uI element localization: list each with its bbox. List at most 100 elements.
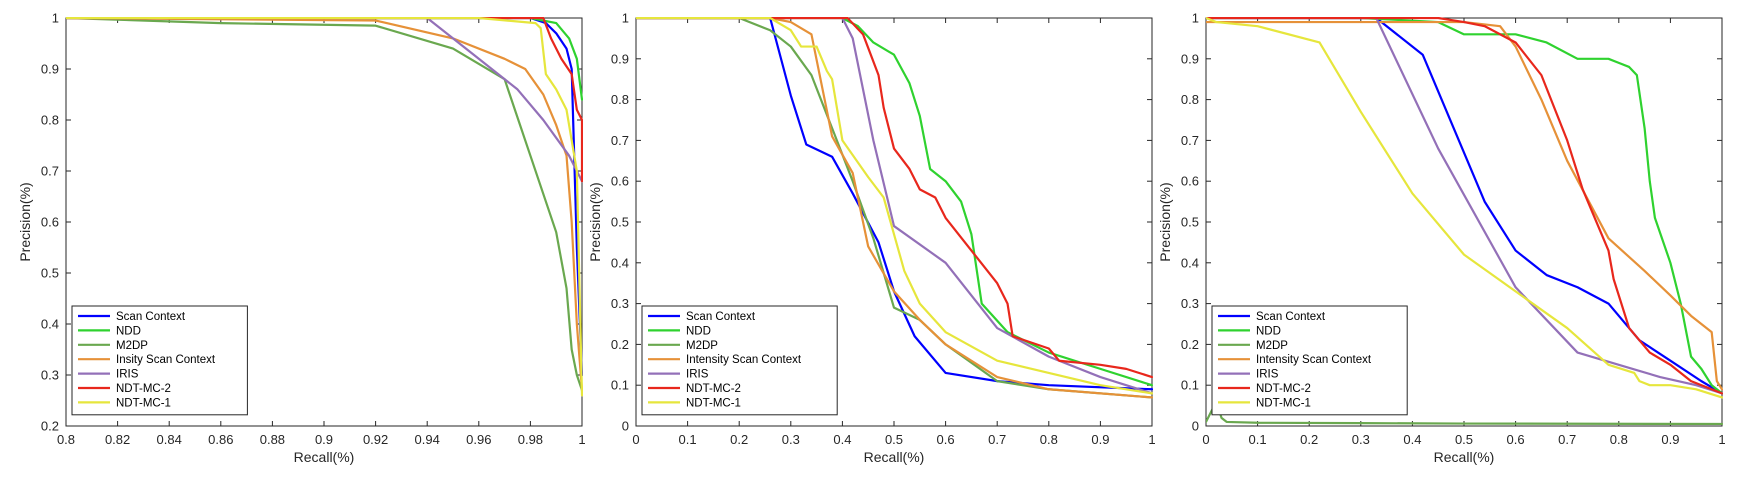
series-lines: [66, 17, 583, 397]
y-tick-label: 0.1: [611, 378, 629, 393]
y-tick-label: 0: [1192, 419, 1199, 434]
x-tick-label: 0.1: [1249, 432, 1267, 447]
y-tick-label: 0.2: [1181, 337, 1199, 352]
x-tick-label: 0.84: [157, 432, 182, 447]
x-tick-label: 0.9: [1091, 432, 1109, 447]
x-tick-label: 0.1: [679, 432, 697, 447]
y-tick-label: 0.6: [1181, 174, 1199, 189]
x-tick-label: 0.94: [415, 432, 440, 447]
legend-entry: IRIS: [686, 369, 709, 381]
series-line-ndt-mc-1: [1206, 17, 1723, 399]
legend-entry: Intensity Scan Context: [686, 354, 802, 366]
legend: Scan Context NDD M2DP Intensity Scan Contex…: [641, 305, 838, 416]
legend-entry: M2DP: [1256, 340, 1288, 352]
x-tick-label: 0.8: [1610, 432, 1628, 447]
series-line-ndd: [1206, 17, 1723, 395]
y-tick-label: 0.6: [611, 174, 629, 189]
series-line-ndt-mc-2: [1206, 17, 1723, 395]
x-tick-label: 0.8: [1040, 432, 1058, 447]
y-tick-label: 0: [622, 419, 629, 434]
x-tick-label: 1: [578, 432, 585, 447]
x-tick-label: 0.3: [782, 432, 800, 447]
x-tick-label: 0.82: [105, 432, 130, 447]
legend-entry: NDT-MC-2: [1256, 383, 1311, 395]
x-tick-label: 0.7: [1558, 432, 1576, 447]
y-axis-label: Precision(%): [1157, 182, 1173, 261]
x-tick-label: 0.98: [518, 432, 543, 447]
y-tick-label: 0.8: [41, 113, 59, 128]
series-line-scan-context: [1206, 17, 1723, 395]
x-tick-label: 0: [1202, 432, 1209, 447]
series-line-ndt-mc-1: [66, 17, 583, 397]
x-tick-label: 1: [1718, 432, 1725, 447]
legend-entry: Insity Scan Context: [116, 354, 216, 366]
x-tick-label: 0: [632, 432, 639, 447]
x-tick-label: 0.8: [57, 432, 75, 447]
legend-entry: NDD: [116, 325, 141, 337]
x-tick-label: 0.3: [1352, 432, 1370, 447]
y-tick-label: 0.9: [41, 62, 59, 77]
x-tick-label: 0.86: [208, 432, 233, 447]
y-tick-label: 1: [52, 11, 59, 26]
legend-entry: NDT-MC-2: [686, 383, 741, 395]
legend: Scan Context NDD M2DP Intensity Scan Contex…: [1211, 305, 1408, 416]
x-tick-label: 0.6: [937, 432, 955, 447]
y-tick-label: 0.5: [41, 266, 59, 281]
x-tick-label: 0.88: [260, 432, 285, 447]
legend-box: [641, 305, 838, 416]
y-tick-label: 0.5: [611, 215, 629, 230]
plot-3: 0 0.1 0.2 0.3 0.4 0.5 0.6 0.7 0.8 0.9 1 0 0.1 0.2 0.3 0…: [1157, 11, 1726, 466]
x-tick-label: 0.2: [730, 432, 748, 447]
legend-entry: M2DP: [686, 340, 718, 352]
legend-entry: Scan Context: [686, 311, 756, 323]
y-tick-label: 0.7: [611, 133, 629, 148]
legend-entry: NDT-MC-1: [1256, 397, 1311, 409]
legend-entry: NDT-MC-2: [116, 383, 171, 395]
y-tick-label: 0.9: [611, 51, 629, 66]
legend-entry: Scan Context: [116, 311, 186, 323]
series-line-ndt-mc-2: [66, 17, 583, 183]
y-tick-label: 0.7: [41, 164, 59, 179]
y-tick-label: 0.6: [41, 215, 59, 230]
y-tick-label: 0.2: [611, 337, 629, 352]
y-tick-label: 0.8: [611, 92, 629, 107]
legend-entry: IRIS: [116, 369, 139, 381]
legend-entry: NDD: [1256, 325, 1281, 337]
plot-1: 0.8 0.82 0.84 0.86 0.88 0.9 0.92 0.94 0.96 0.98 1 0…: [17, 11, 586, 466]
x-axis-label: Recall(%): [864, 449, 925, 465]
series-line-iris: [66, 17, 583, 183]
x-tick-label: 0.2: [1300, 432, 1318, 447]
y-tick-label: 0.3: [611, 296, 629, 311]
x-tick-label: 1: [1148, 432, 1155, 447]
legend-entry: NDT-MC-1: [116, 397, 171, 409]
y-tick-label: 0.1: [1181, 378, 1199, 393]
y-tick-label: 0.2: [41, 419, 59, 434]
x-tick-label: 0.96: [466, 432, 491, 447]
x-tick-label: 0.9: [1661, 432, 1679, 447]
y-tick-label: 0.3: [41, 368, 59, 383]
legend-entry: NDD: [686, 325, 711, 337]
legend: Scan Context NDD M2DP Insity Scan Context IR…: [71, 305, 248, 416]
legend-box: [71, 305, 248, 416]
legend-box: [1211, 305, 1408, 416]
legend-entry: IRIS: [1256, 369, 1279, 381]
plot-2: 0 0.1 0.2 0.3 0.4 0.5 0.6 0.7 0.8 0.9 1 0 0.1 0.2 0.3 0…: [587, 11, 1156, 466]
y-tick-label: 0.4: [41, 317, 59, 332]
y-tick-label: 1: [1192, 11, 1199, 26]
x-axis-label: Recall(%): [1434, 449, 1495, 465]
x-tick-label: 0.92: [363, 432, 388, 447]
y-tick-label: 0.3: [1181, 296, 1199, 311]
legend-entry: Intensity Scan Context: [1256, 354, 1372, 366]
x-tick-label: 0.6: [1507, 432, 1525, 447]
series-line-m2dp: [66, 17, 583, 392]
y-axis-label: Precision(%): [17, 182, 33, 261]
series-line-m2dp: [636, 17, 1153, 399]
legend-entry: NDT-MC-1: [686, 397, 741, 409]
x-tick-label: 0.7: [988, 432, 1006, 447]
series-line-ndt-mc-1: [636, 17, 1153, 395]
series-line-intensity-scan-context: [636, 17, 1153, 399]
series-line-iris: [1206, 17, 1723, 395]
y-tick-label: 0.5: [1181, 215, 1199, 230]
y-tick-label: 0.7: [1181, 133, 1199, 148]
